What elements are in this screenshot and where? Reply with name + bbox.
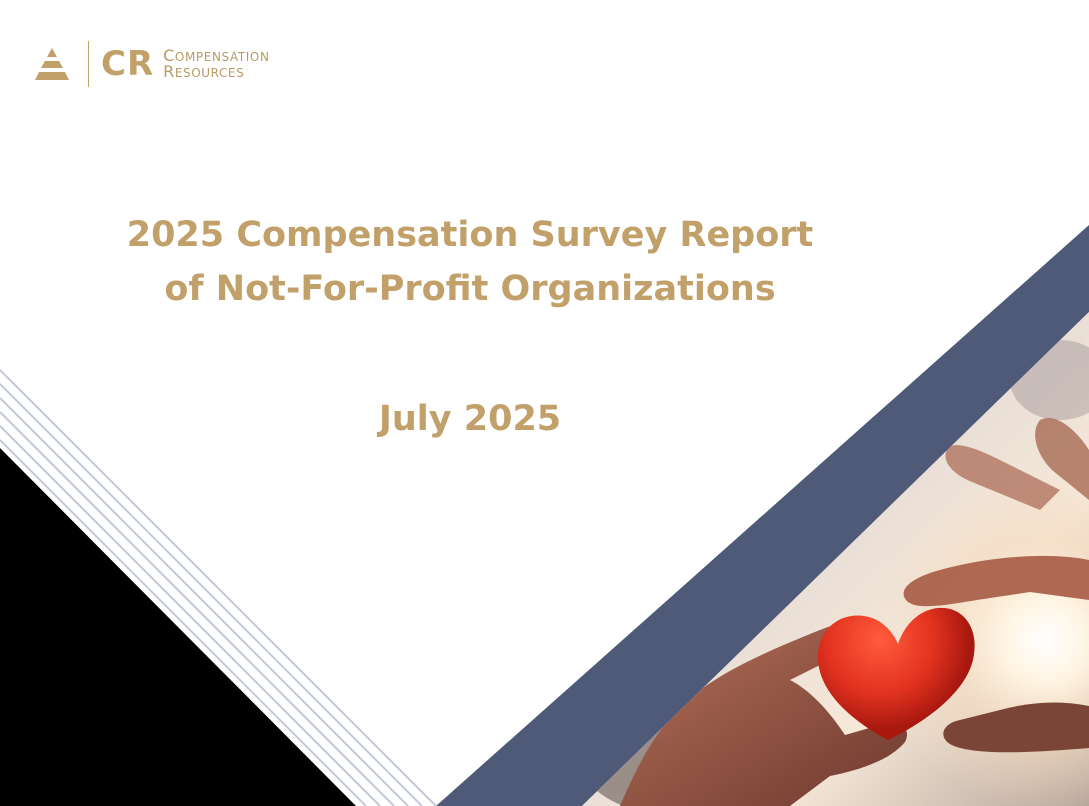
company-logo: CR COMPENSATION RESOURCES — [30, 40, 270, 88]
report-title: 2025 Compensation Survey Report of Not-F… — [70, 208, 870, 316]
logo-company-name: COMPENSATION RESOURCES — [163, 48, 269, 80]
report-title-line1: 2025 Compensation Survey Report — [126, 215, 814, 255]
report-date: July 2025 — [378, 399, 562, 439]
report-title-line2: of Not-For-Profit Organizations — [164, 269, 776, 309]
black-corner-shape — [0, 448, 356, 806]
logo-name-line2: RESOURCES — [163, 62, 245, 81]
pyramid-logo-icon — [35, 48, 69, 80]
pinstripe-lines — [0, 369, 437, 806]
logo-monogram: CR — [101, 44, 155, 84]
logo-divider — [88, 41, 89, 87]
navy-diagonal-band — [436, 225, 1089, 806]
logo-name-line1: COMPENSATION — [163, 46, 270, 65]
